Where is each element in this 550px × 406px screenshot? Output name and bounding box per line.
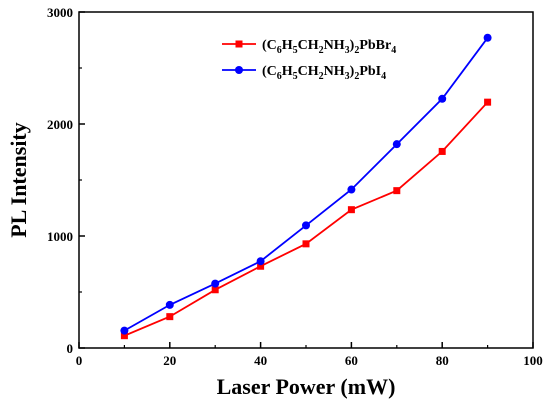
- series-1-point: [211, 286, 219, 294]
- legend-subscript: 4: [391, 45, 396, 56]
- series-2-point: [483, 33, 492, 42]
- legend-text-part: NH: [324, 38, 345, 53]
- legend-text-part: (C: [262, 64, 277, 79]
- series-2-point: [211, 279, 220, 288]
- series-2-point: [438, 94, 447, 103]
- x-tick-label: 0: [76, 353, 83, 368]
- x-axis-label: Laser Power (mW): [217, 374, 396, 399]
- series-1-point: [393, 187, 401, 195]
- series-1-point: [120, 332, 128, 340]
- x-tick-label: 40: [254, 353, 267, 368]
- legend-subscript: 3: [345, 45, 350, 56]
- legend-subscript: 2: [354, 71, 359, 82]
- x-tick-label: 20: [163, 353, 176, 368]
- legend-label: (C6H5CH2NH3)2PbBr4: [262, 38, 396, 56]
- legend-text-part: (C: [262, 38, 277, 53]
- series-2-point: [256, 257, 265, 266]
- legend-subscript: 2: [319, 45, 324, 56]
- legend-text-part: PbI: [359, 64, 381, 79]
- series-1-point: [347, 206, 355, 214]
- series-1-point: [257, 262, 265, 270]
- legend-subscript: 5: [293, 45, 298, 56]
- legend-item-2: (C6H5CH2NH3)2PbI4: [222, 64, 386, 82]
- series-2: [120, 33, 492, 335]
- series-layer: [120, 33, 492, 340]
- series-2-point: [120, 326, 129, 335]
- legend-subscript: 2: [319, 71, 324, 82]
- legend-subscript: 5: [293, 71, 298, 82]
- x-axis-ticks: 0 20 40 60 80 100: [76, 342, 543, 368]
- legend-subscript: 6: [277, 45, 282, 56]
- legend-subscript: 2: [354, 45, 359, 56]
- series-1: [120, 98, 492, 340]
- y-tick-label: 3000: [47, 5, 73, 20]
- y-tick-label: 1000: [47, 229, 73, 244]
- series-2-point: [165, 300, 174, 309]
- legend: (C6H5CH2NH3)2PbBr4(C6H5CH2NH3)2PbI4: [222, 38, 396, 82]
- legend-subscript: 6: [277, 71, 282, 82]
- legend-text-part: NH: [324, 64, 345, 79]
- series-2-point: [302, 221, 310, 230]
- y-axis-ticks: 0 1000 2000 3000: [47, 5, 85, 356]
- plot-area-border: [78, 11, 534, 349]
- legend-subscript: 4: [381, 71, 386, 82]
- legend-text-part: H: [282, 38, 293, 53]
- legend-text-part: PbBr: [359, 38, 391, 53]
- series-1-point: [438, 147, 446, 155]
- x-tick-label: 80: [436, 353, 449, 368]
- series-1-point: [484, 98, 492, 106]
- legend-text-part: CH: [298, 64, 319, 79]
- legend-text-part: ): [350, 38, 355, 53]
- y-tick-label: 2000: [47, 117, 73, 132]
- series-1-point: [302, 240, 310, 248]
- y-tick-label: 0: [67, 341, 74, 356]
- legend-label: (C6H5CH2NH3)2PbI4: [262, 64, 386, 82]
- legend-subscript: 3: [345, 71, 350, 82]
- plot-frame: [78, 11, 534, 349]
- legend-text-part: H: [282, 64, 293, 79]
- series-2-line: [123, 37, 489, 332]
- legend-item-1: (C6H5CH2NH3)2PbBr4: [222, 38, 396, 56]
- series-1-point: [166, 313, 174, 321]
- y-axis-label: PL Intensity: [6, 122, 31, 238]
- series-2-point: [392, 140, 401, 149]
- legend-swatch-marker: [235, 66, 243, 74]
- legend-text-part: CH: [298, 38, 319, 53]
- legend-text-part: ): [350, 64, 355, 79]
- legend-swatch-marker: [235, 40, 243, 48]
- series-2-point: [347, 185, 356, 194]
- x-tick-label: 100: [523, 353, 543, 368]
- x-tick-label: 60: [345, 353, 358, 368]
